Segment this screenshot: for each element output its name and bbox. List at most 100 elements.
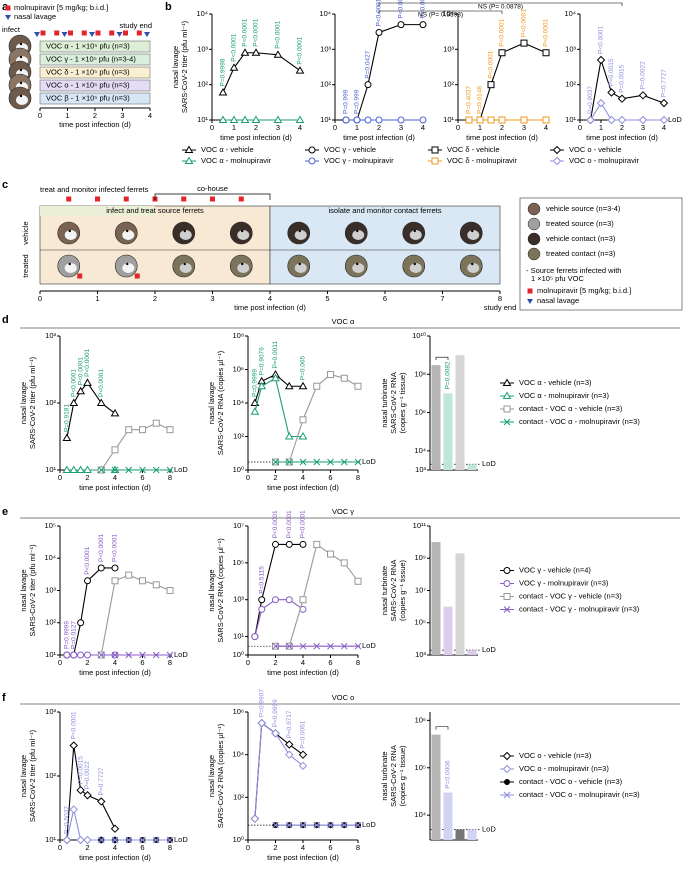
treatment-icon xyxy=(134,273,140,279)
x-tick-label: 3 xyxy=(210,294,214,303)
y-tick-label: 10⁶ xyxy=(415,408,426,417)
marker xyxy=(251,633,259,641)
marker xyxy=(431,157,439,165)
legend-label: treated contact (n=3) xyxy=(546,249,616,258)
legend-label: VOC ο - molnupiravir (n=3) xyxy=(519,764,609,773)
ns-label: NS (P= 0.0878) xyxy=(478,4,523,11)
y-tick-label: 10⁴ xyxy=(44,553,56,562)
marker xyxy=(502,751,512,761)
marker xyxy=(111,651,119,659)
marker xyxy=(166,651,174,659)
x-tick-label: 1 xyxy=(232,123,236,132)
y-tick-label: 10¹ xyxy=(45,835,56,844)
x-tick-label: 2 xyxy=(85,658,89,667)
series-line xyxy=(66,745,116,841)
legend-box xyxy=(519,197,683,311)
y-tick-label: 10² xyxy=(320,80,331,89)
marker xyxy=(364,116,372,124)
x-axis-label: time post infection (d) xyxy=(220,133,292,142)
marker xyxy=(97,836,105,844)
y-tick-label: 10² xyxy=(233,792,244,801)
marker xyxy=(487,81,495,89)
marker xyxy=(139,836,146,844)
y-tick-label: 10³ xyxy=(197,44,208,53)
bar xyxy=(431,365,441,470)
x-tick-label: 6 xyxy=(383,294,387,303)
p-value: P<0.0001 xyxy=(98,534,105,562)
bar xyxy=(467,464,477,470)
marker xyxy=(375,116,383,124)
marker xyxy=(272,821,279,829)
y-tick-label: 10⁴ xyxy=(196,9,208,18)
ferret-eye xyxy=(183,229,186,233)
lod-label: LoD xyxy=(174,650,188,659)
marker xyxy=(69,741,78,750)
sampling-icon xyxy=(34,32,40,37)
bar xyxy=(455,355,465,470)
y-tick-label: 10⁸ xyxy=(232,331,244,340)
p-value: P=0.0015 xyxy=(619,64,626,92)
x-axis-label: time post infection (d) xyxy=(343,133,415,142)
treatment-icon xyxy=(181,196,187,202)
x-tick-label: 4 xyxy=(113,658,117,667)
group-box xyxy=(39,79,151,92)
ferret-icon xyxy=(527,217,541,231)
y-tick-label: 10⁴ xyxy=(232,750,244,759)
marker xyxy=(152,419,160,427)
marker xyxy=(77,619,85,627)
marker xyxy=(271,373,280,382)
marker xyxy=(313,821,321,829)
marker xyxy=(111,564,119,572)
y-tick-label: 10⁴ xyxy=(319,9,331,18)
x-axis-label: time post infection (d) xyxy=(59,120,131,129)
x-tick-label: 2 xyxy=(273,658,277,667)
ferret-eye xyxy=(413,262,416,266)
marker xyxy=(272,642,279,650)
ferret-face xyxy=(409,263,422,273)
x-tick-label: 1 xyxy=(355,123,359,132)
x-tick-label: 6 xyxy=(328,473,332,482)
marker xyxy=(340,559,348,567)
y-axis-label: SARS-CoV-2 RNA xyxy=(389,560,398,622)
y-tick-label: 10³ xyxy=(320,44,331,53)
legend-label: VOC α - vehicle xyxy=(201,145,254,154)
bracket xyxy=(378,10,503,14)
p-value: P<0.0001 xyxy=(112,534,119,562)
series-line xyxy=(254,722,304,819)
x-tick-label: 0 xyxy=(58,658,62,667)
bar xyxy=(455,553,465,655)
y-axis-label: SARS-CoV-2 titer (pfu ml⁻¹) xyxy=(28,729,37,822)
y-axis-label: SARS-CoV-2 titer (pfu ml⁻¹) xyxy=(28,544,37,637)
treatment-icon xyxy=(210,196,215,202)
marker xyxy=(125,651,133,659)
x-tick-label: 1 xyxy=(65,111,69,120)
x-tick-label: 3 xyxy=(120,111,124,120)
marker xyxy=(139,466,146,474)
y-tick-label: 10² xyxy=(45,618,56,627)
marker xyxy=(298,381,308,390)
y-tick-label: 10⁵ xyxy=(233,558,244,567)
x-tick-label: 8 xyxy=(356,843,360,852)
marker xyxy=(659,115,669,125)
y-tick-label: 10⁷ xyxy=(233,521,244,530)
label: VOC α - 1 ×10⁵ pfu (n=3) xyxy=(46,41,130,50)
legend-label: VOC ο - vehicle (n=3) xyxy=(519,751,592,760)
marker xyxy=(313,642,321,650)
y-axis-label: nasal lavage xyxy=(19,569,28,611)
marker xyxy=(342,116,350,124)
label: study end xyxy=(119,21,152,30)
p-value: P<0.0001 xyxy=(231,33,238,61)
legend-label: VOC γ - vehicle (n=4) xyxy=(519,565,591,574)
p-value: P=0.9076 xyxy=(258,347,265,375)
marker xyxy=(76,465,85,473)
marker xyxy=(586,115,595,125)
group-box xyxy=(39,40,151,53)
marker xyxy=(503,606,511,613)
panel-label: e xyxy=(2,506,8,518)
p-value: P<0.0001 xyxy=(300,510,307,538)
marker xyxy=(284,381,294,390)
legend-label: VOC α - molnupiravir xyxy=(201,156,272,165)
legend-label: vehicle source (n=3-4) xyxy=(546,204,621,213)
marker xyxy=(250,814,260,823)
label: 1 ×10⁵ pfu VOC xyxy=(531,274,585,283)
